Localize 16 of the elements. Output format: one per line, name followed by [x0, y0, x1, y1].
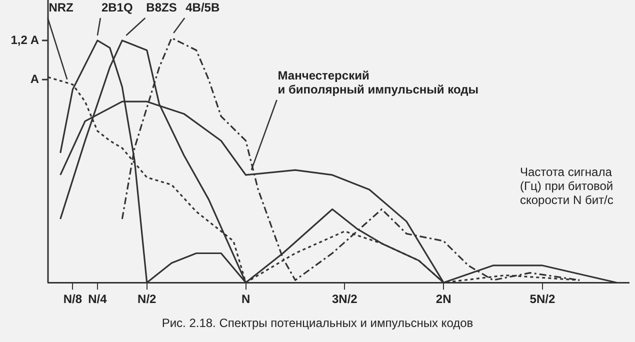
x-tick-label: 5N/2 — [530, 292, 556, 306]
text: 1,2 A — [10, 32, 40, 47]
x-tick-label: N/8 — [63, 292, 82, 306]
x-axis-title: Частота сигнала (Гц) при битовой скорости N бит/с — [520, 165, 614, 207]
text: B8ZS — [146, 0, 177, 14]
x-tick-label: N — [241, 292, 250, 306]
x-tick-label: 3N/2 — [332, 292, 358, 306]
x-tick-label: N/4 — [88, 292, 108, 306]
text: A — [30, 72, 40, 86]
x-tick-label: 2N — [436, 292, 452, 306]
text: 2B1Q — [101, 0, 133, 14]
text: Рис. 2.18. Спектры потенциальных и импульсных кодов — [160, 316, 474, 330]
text: Манчестерский и биполярный импульсный коды — [278, 68, 479, 96]
text: NRZ — [48, 0, 74, 14]
x-tick-label: N/2 — [138, 292, 157, 306]
text: 4B/5B — [186, 0, 220, 14]
